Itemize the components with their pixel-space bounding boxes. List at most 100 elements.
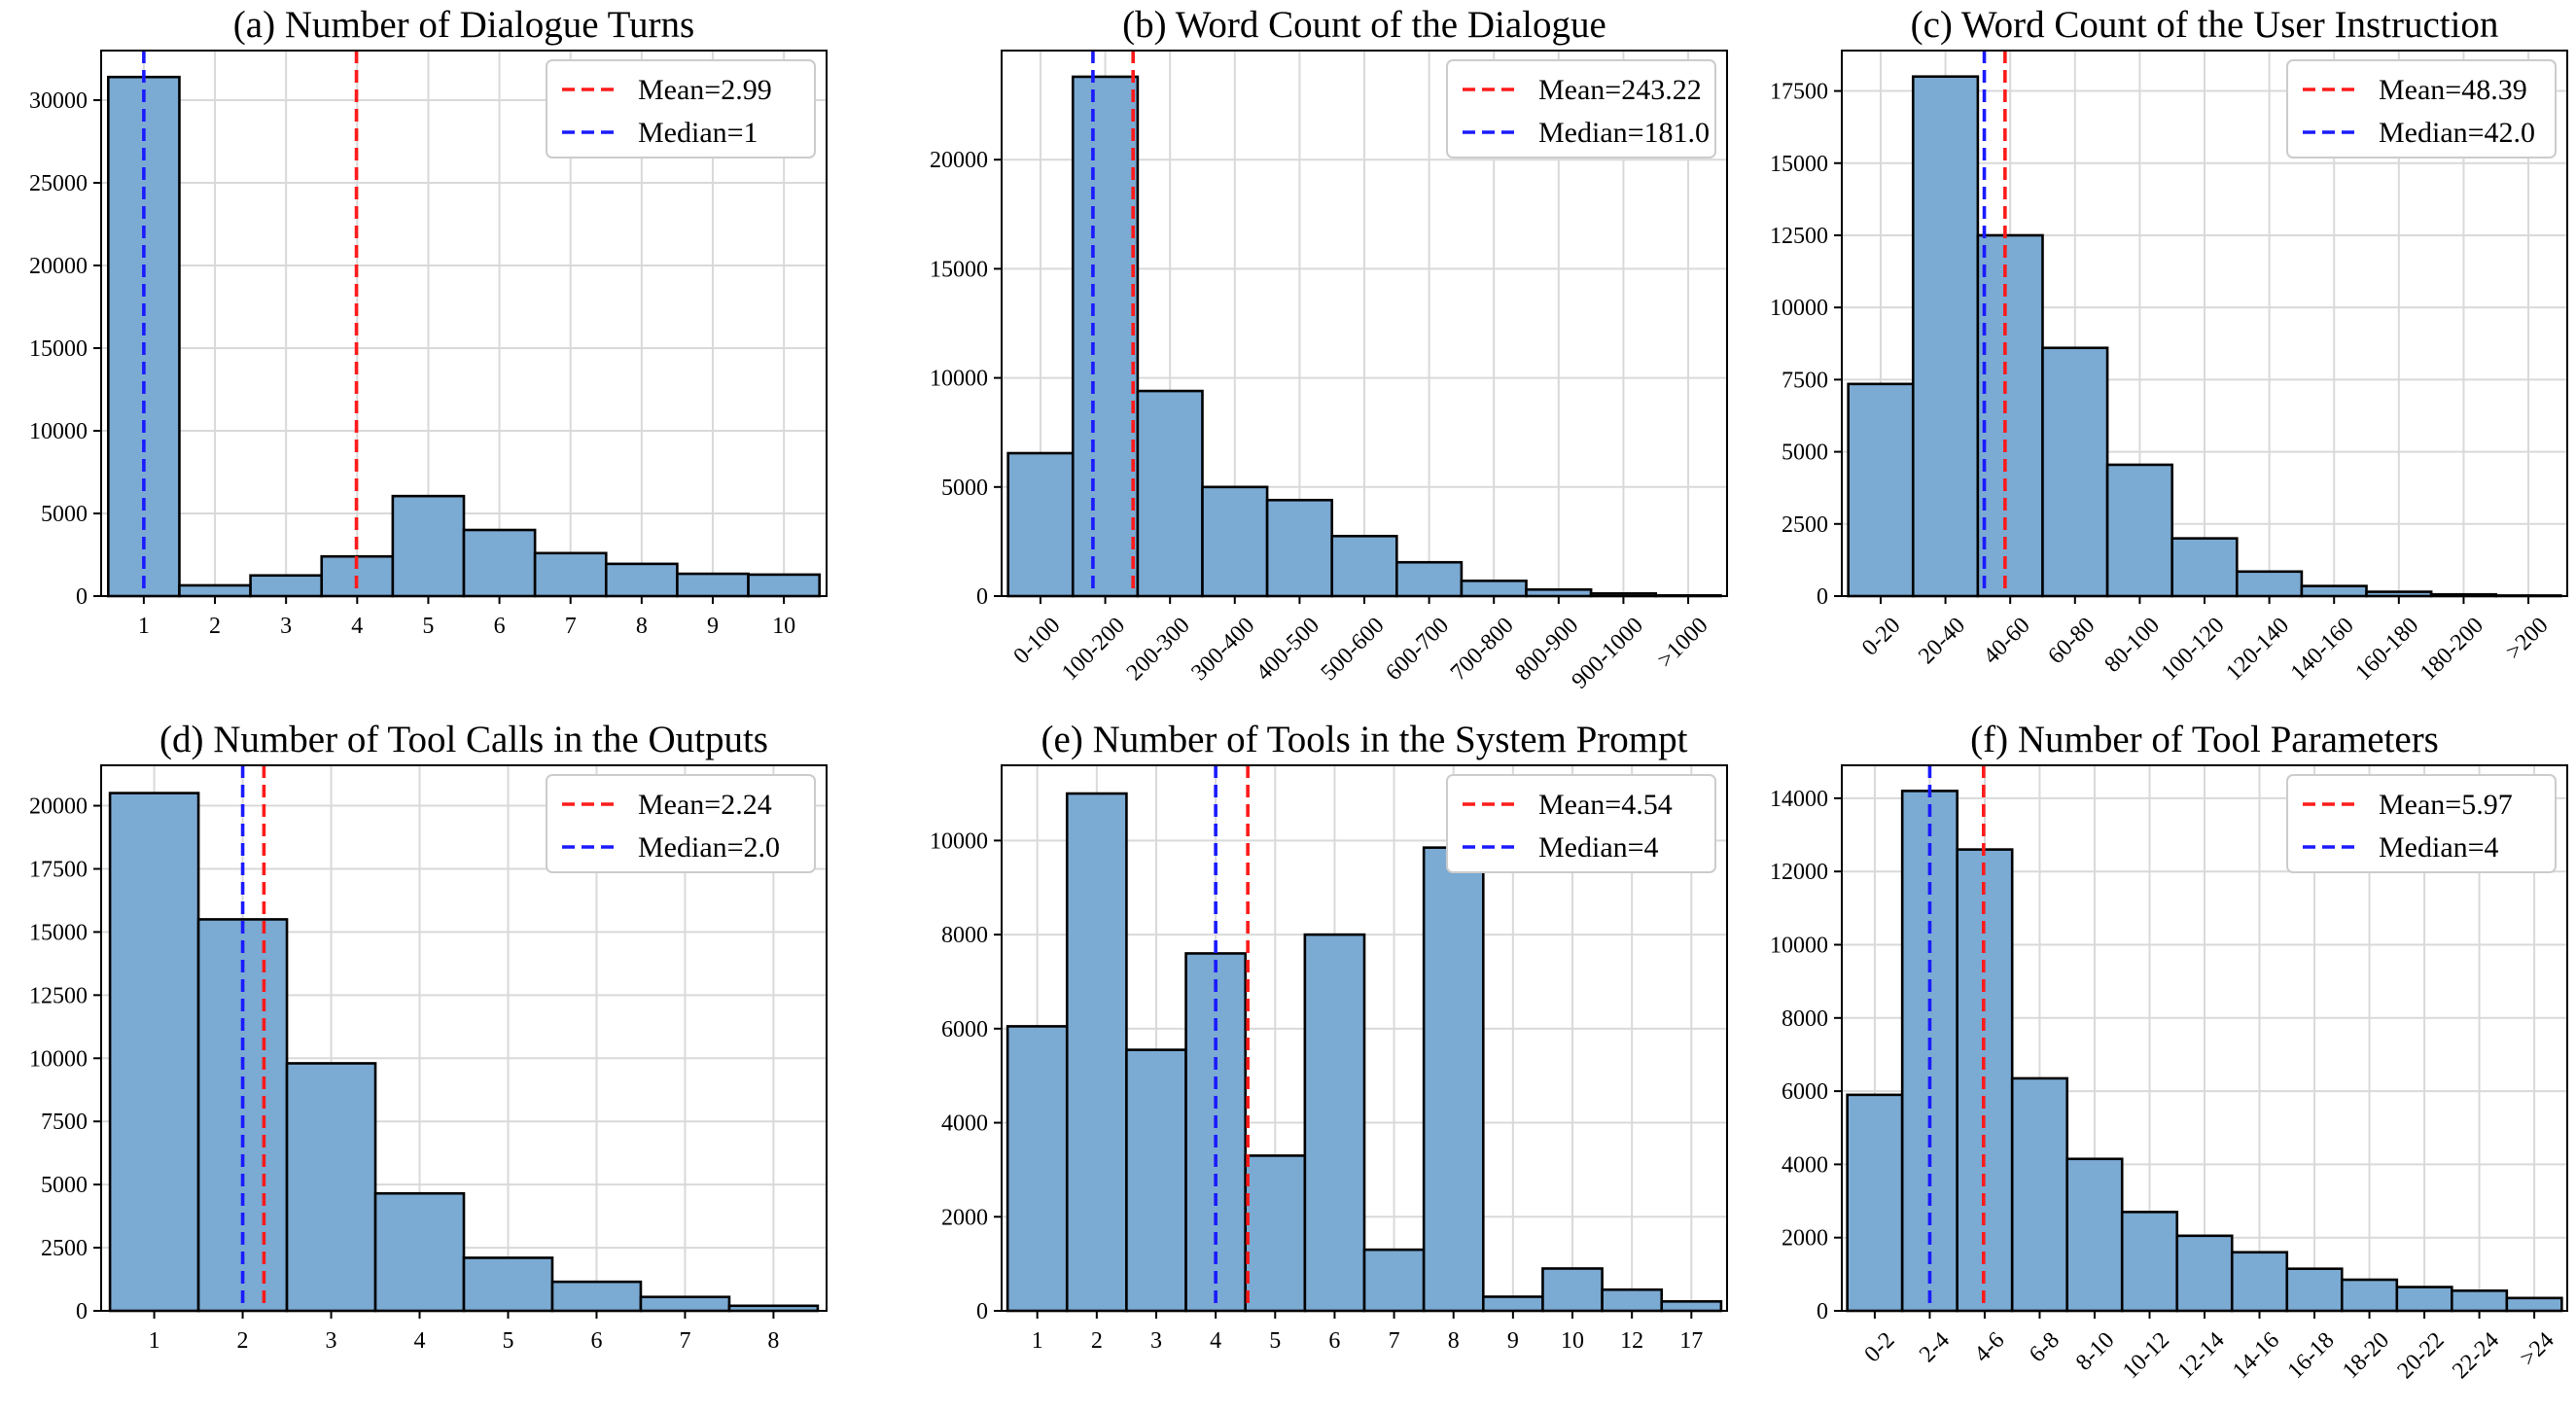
axes-frame (100, 50, 828, 597)
x-tick-label: 6 (590, 1328, 602, 1354)
chart-c: 0 2500 5000 7500 10000 12500 15000 17500 0-20 20-… (1770, 4, 2568, 686)
x-tick-label: 1 (1032, 1328, 1043, 1354)
bar-e-6 (1303, 933, 1366, 1313)
chart-title: (f) Number of Tool Parameters (1970, 719, 2439, 760)
x-tick-label: 6 (1328, 1328, 1340, 1354)
bar-c-100-120 (2170, 537, 2239, 598)
x-tick-label: 200-300 (1122, 613, 1195, 686)
bar-d-4 (373, 1191, 466, 1313)
x-tick-label: 12 (1620, 1328, 1643, 1354)
x-tick-label: 0-100 (1009, 613, 1066, 669)
x-tick-label: 100-120 (2157, 613, 2230, 686)
y-tick-label: 5000 (41, 1173, 88, 1198)
x-tick-label: 9 (1507, 1328, 1519, 1354)
x-tick-label: >24 (2516, 1327, 2559, 1371)
x-tick-label: 80-100 (2100, 613, 2164, 677)
bar-c-0-20 (1847, 382, 1915, 598)
chart-d: 0 2500 5000 7500 10000 12500 15000 17500 20000 1 2… (29, 719, 828, 1354)
y-tick-label: 7500 (41, 1110, 88, 1135)
x-tick-label: 160-180 (2350, 613, 2423, 686)
x-tick-label: 10-12 (2118, 1327, 2174, 1384)
bar-a-9 (676, 572, 750, 598)
x-tick-label: 400-500 (1252, 613, 1324, 686)
y-tick-label: 12500 (1770, 224, 1828, 249)
x-tick-label: >1000 (1653, 613, 1713, 673)
x-tick-label: 700-800 (1446, 613, 1519, 686)
bar-d-1 (108, 792, 200, 1313)
x-tick-label: 40-60 (1979, 613, 2035, 669)
chart-title: (d) Number of Tool Calls in the Outputs (159, 719, 768, 760)
x-tick-label: 0-20 (1857, 613, 1905, 660)
bar-f-8-10 (2065, 1157, 2124, 1313)
legend-mean-label: Mean=2.24 (638, 789, 772, 821)
y-tick-label: 15000 (1770, 152, 1828, 177)
y-tick-label: 4000 (941, 1111, 988, 1137)
x-tick-label: 500-600 (1317, 613, 1390, 686)
y-tick-label: 20000 (29, 254, 88, 279)
x-tick-label: 16-18 (2283, 1327, 2340, 1384)
x-tick-label: 180-200 (2416, 613, 2488, 686)
y-tick-label: 8000 (1782, 1006, 1828, 1032)
chart-title: (e) Number of Tools in the System Prompt (1041, 719, 1688, 760)
bar-e-5 (1244, 1154, 1307, 1313)
x-tick-label: 6 (494, 614, 506, 639)
bar-e-2 (1065, 792, 1128, 1313)
legend-median-label: Median=2.0 (638, 831, 780, 864)
axes-frame (100, 764, 828, 1312)
y-tick-label: 12000 (1770, 860, 1828, 885)
bar-c-20-40 (1911, 75, 1980, 598)
bar-f-6-8 (2010, 1076, 2069, 1313)
y-tick-label: 4000 (1782, 1152, 1828, 1178)
x-tick-label: 20-40 (1914, 613, 1970, 669)
x-tick-label: 1 (138, 614, 150, 639)
bar-e-1 (1006, 1025, 1069, 1313)
legend-median-label: Median=42.0 (2379, 117, 2535, 149)
bar-a-5 (391, 494, 466, 598)
x-tick-label: 20-22 (2393, 1327, 2450, 1384)
y-tick-label: 0 (976, 1299, 988, 1324)
bar-f-10-12 (2120, 1211, 2179, 1313)
x-tick-label: 10 (1561, 1328, 1584, 1354)
bar-f-16-18 (2285, 1267, 2344, 1313)
bar-f-14-16 (2230, 1251, 2289, 1313)
x-tick-label: 3 (326, 1328, 337, 1354)
bar-a-10 (747, 573, 821, 598)
x-tick-label: 10 (772, 614, 795, 639)
bar-a-8 (604, 562, 679, 598)
y-tick-label: 0 (976, 584, 988, 610)
y-tick-label: 10000 (1770, 296, 1828, 321)
legend-mean-label: Mean=243.22 (1538, 74, 1702, 106)
y-tick-label: 2000 (941, 1205, 988, 1230)
bar-e-17 (1660, 1300, 1723, 1313)
x-tick-label: 140-160 (2286, 613, 2359, 686)
x-tick-label: 8-10 (2071, 1327, 2119, 1375)
bar-b-100-200 (1071, 75, 1140, 598)
bar-e-10 (1541, 1267, 1604, 1313)
bar-c-140-160 (2300, 584, 2368, 598)
y-tick-label: 12500 (29, 983, 88, 1008)
bar-d-5 (462, 1256, 554, 1313)
legend-mean-label: Mean=2.99 (638, 74, 772, 106)
bar-b-800-900 (1525, 587, 1593, 598)
y-tick-label: 10000 (29, 419, 88, 444)
bar-f-22-24 (2451, 1288, 2509, 1313)
chart-f: 0 2000 4000 6000 8000 10000 12000 14000 0-2 2-4 4-… (1770, 719, 2568, 1384)
bar-c-120-140 (2236, 570, 2304, 598)
bar-d-3 (285, 1062, 377, 1313)
x-tick-label: 300-400 (1186, 613, 1259, 686)
legend-median-label: Median=4 (1538, 831, 1659, 864)
y-tick-label: 15000 (29, 920, 88, 945)
y-tick-label: 0 (76, 584, 88, 610)
y-tick-label: 10000 (1770, 933, 1828, 958)
x-tick-label: 2 (209, 614, 221, 639)
bar-a-7 (533, 551, 608, 598)
x-tick-label: 7 (565, 614, 577, 639)
x-tick-label: 2-4 (1915, 1327, 1955, 1367)
bar-b-600-700 (1395, 560, 1464, 598)
bar-f-0-2 (1846, 1093, 1904, 1313)
y-tick-label: 10000 (930, 829, 988, 854)
x-tick-label: >200 (2501, 613, 2553, 664)
y-tick-label: 15000 (29, 336, 88, 362)
bar-f-12-14 (2175, 1234, 2234, 1313)
